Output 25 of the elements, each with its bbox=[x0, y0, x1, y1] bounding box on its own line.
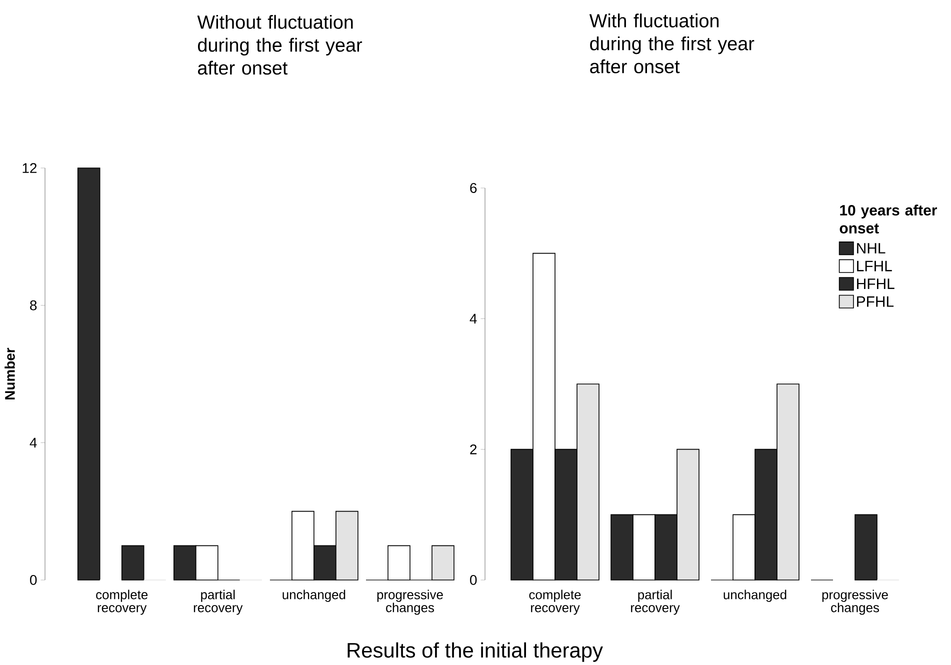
x-tick-label: complete recovery bbox=[529, 590, 581, 615]
legend-title: 10 years after onset bbox=[840, 204, 938, 234]
y-tick-label: 2 bbox=[470, 444, 477, 454]
x-tick-label: complete recovery bbox=[96, 590, 148, 615]
legend-label: NHL bbox=[857, 243, 886, 254]
chart-title: With fluctuation during the first year after onset bbox=[589, 14, 754, 74]
y-axis-title: Number bbox=[4, 348, 15, 400]
legend-label: HFHL bbox=[857, 278, 894, 289]
y-tick-label: 8 bbox=[30, 300, 37, 310]
legend-label: LFHL bbox=[857, 260, 892, 272]
x-tick-label: unchanged bbox=[282, 590, 346, 602]
x-tick-label: partial recovery bbox=[631, 590, 680, 615]
chart-title: Without fluctuation during the first year after onset bbox=[197, 14, 362, 75]
x-tick-label: progressive changes bbox=[377, 590, 443, 615]
y-tick-label: 0 bbox=[30, 575, 37, 585]
y-tick-label: 6 bbox=[470, 183, 477, 193]
y-tick-label: 4 bbox=[30, 438, 37, 448]
y-tick-label: 0 bbox=[470, 575, 477, 585]
x-axis-title: Results of the initial therapy bbox=[348, 642, 603, 662]
y-tick-label: 4 bbox=[470, 314, 477, 324]
legend-label: PFHL bbox=[857, 296, 894, 307]
x-tick-label: unchanged bbox=[724, 590, 786, 602]
x-tick-label: progressive changes bbox=[822, 590, 888, 615]
x-tick-label: partial recovery bbox=[194, 590, 243, 615]
y-tick-label: 12 bbox=[22, 163, 37, 173]
